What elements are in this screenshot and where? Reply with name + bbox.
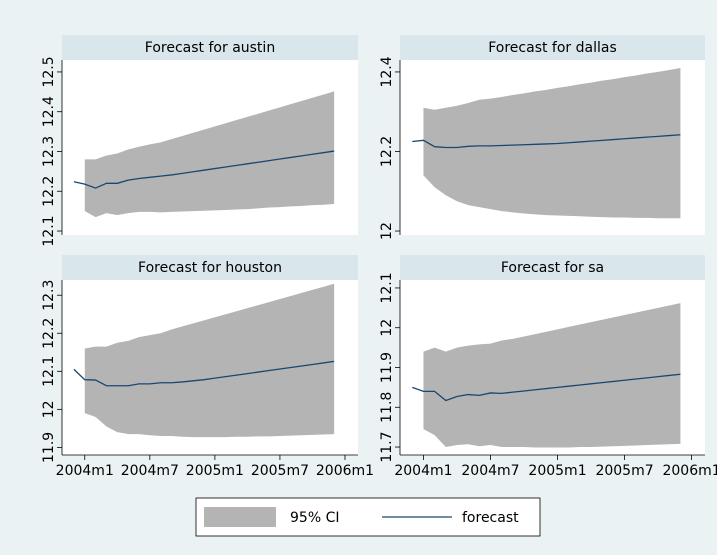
panel-title: Forecast for sa	[501, 260, 604, 276]
x-tick-label: 2004m7	[121, 463, 179, 479]
forecast-line	[412, 134, 681, 149]
x-tick-label: 2004m7	[461, 463, 519, 479]
panel-title: Forecast for austin	[145, 40, 275, 56]
x-tick-label: 2005m1	[186, 463, 244, 479]
x-tick-label: 2005m1	[528, 463, 586, 479]
y-tick-label: 12.2	[379, 136, 395, 167]
y-tick-label: 12.2	[41, 176, 57, 207]
y-tick-label: 11.7	[379, 431, 395, 462]
y-tick-label: 12.1	[41, 356, 57, 387]
panel-title-strip	[400, 35, 705, 60]
y-tick-label: 11.9	[379, 352, 395, 383]
panel-title: Forecast for houston	[138, 260, 282, 276]
forecast-line	[412, 373, 681, 402]
y-tick-label: 12	[41, 400, 57, 418]
y-tick-label: 11.8	[379, 392, 395, 423]
x-tick-label: 2006m1	[662, 463, 717, 479]
y-tick-label: 12.4	[379, 56, 395, 87]
y-tick-label: 12.1	[379, 272, 395, 303]
x-tick-label: 2006m1	[316, 463, 374, 479]
y-tick-label: 12.5	[41, 56, 57, 87]
forecast-line	[73, 360, 335, 387]
y-tick-label: 12.1	[41, 215, 57, 246]
y-tick-label: 12	[379, 222, 395, 240]
x-tick-label: 2004m1	[394, 463, 452, 479]
legend-swatch	[204, 507, 276, 527]
panel-title-strip	[400, 255, 705, 280]
panel-title-strip	[62, 35, 358, 60]
y-tick-label: 12.2	[41, 318, 57, 349]
y-tick-label: 11.9	[41, 432, 57, 463]
y-tick-label: 12	[379, 319, 395, 337]
y-tick-label: 12.4	[41, 96, 57, 127]
y-tick-label: 12.3	[41, 136, 57, 167]
x-tick-label: 2005m7	[251, 463, 309, 479]
legend-label: forecast	[462, 510, 519, 526]
ci-band	[84, 283, 335, 438]
ci-band	[84, 91, 335, 218]
y-tick-label: 12.3	[41, 280, 57, 311]
forecast-line	[73, 150, 335, 189]
x-tick-label: 2005m7	[595, 463, 653, 479]
ci-band	[423, 303, 681, 448]
panel-title-strip	[62, 255, 358, 280]
legend-label: 95% CI	[290, 510, 339, 526]
panel-title: Forecast for dallas	[488, 40, 617, 56]
x-tick-label: 2004m1	[56, 463, 114, 479]
